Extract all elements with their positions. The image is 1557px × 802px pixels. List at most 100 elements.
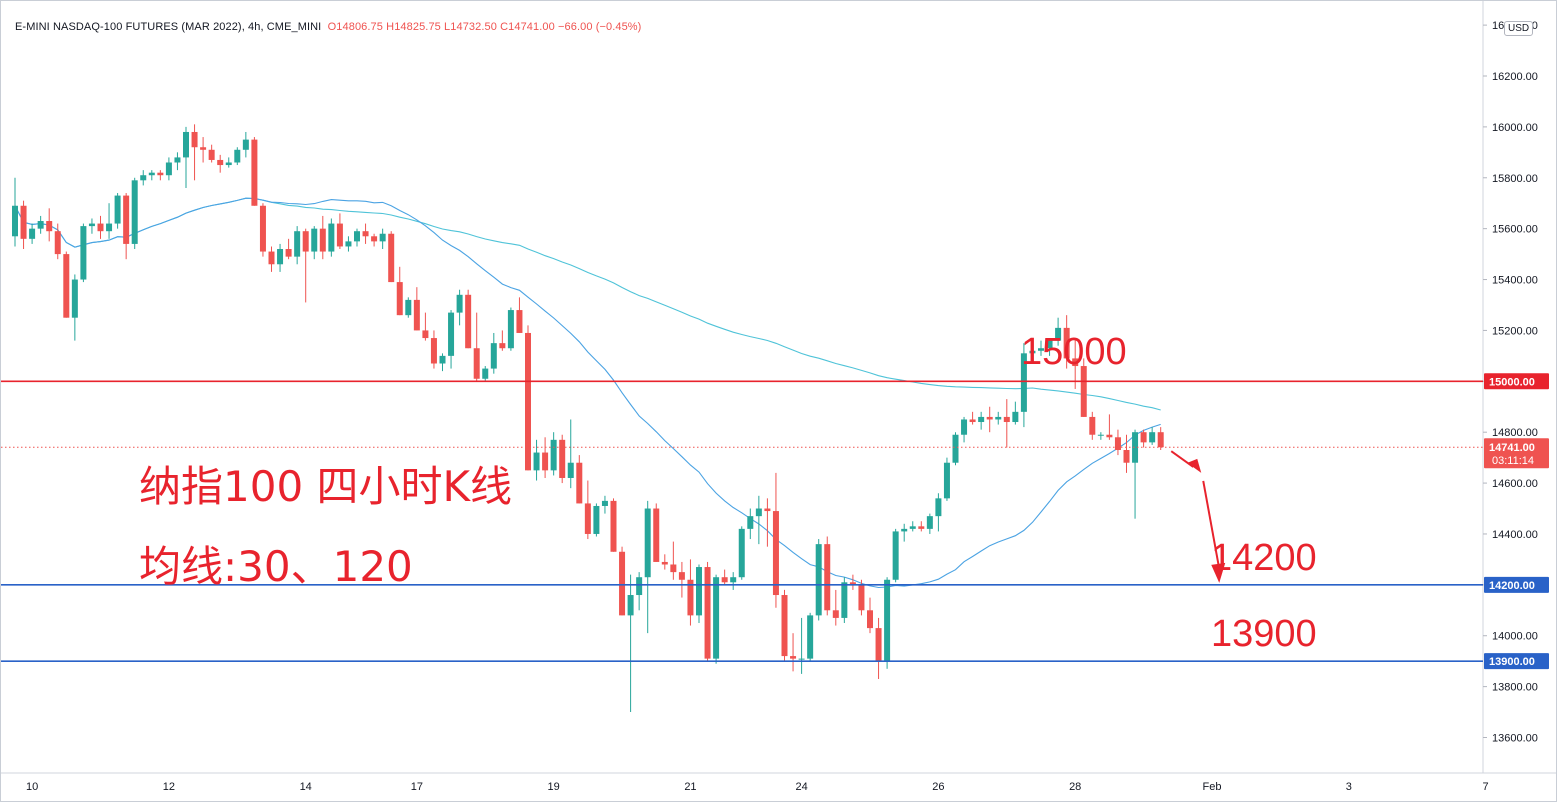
candle-body <box>1089 416 1096 435</box>
ohlc-low: L14732.50 <box>444 21 497 33</box>
candle-body <box>969 419 976 423</box>
candle-body <box>63 254 70 318</box>
candle-body <box>456 294 463 313</box>
candle-body <box>362 231 369 237</box>
time-tick-label: 7 <box>1483 781 1489 793</box>
candle-body <box>336 223 343 247</box>
projection-arrow-segment <box>1202 480 1221 570</box>
candle-body <box>422 330 429 339</box>
candle-body <box>473 348 480 379</box>
candle-body <box>328 223 335 252</box>
candle-body <box>71 279 78 318</box>
price-tick-label: 16000.00 <box>1492 122 1538 134</box>
candle-body <box>713 577 720 659</box>
candle-body <box>405 299 412 316</box>
candle-body <box>12 205 18 237</box>
candle-body <box>430 338 437 364</box>
ma30-line <box>14 197 1161 589</box>
candle-body <box>567 462 574 478</box>
ohlc-open: O14806.75 <box>327 21 383 33</box>
price-tick-label: 15600.00 <box>1492 224 1538 236</box>
candle-body <box>559 439 566 478</box>
candle-body <box>482 368 489 379</box>
candle-body <box>721 577 728 583</box>
candle-body <box>106 223 113 232</box>
candle-body <box>875 628 882 662</box>
price-tick-label: 14000.00 <box>1492 631 1538 643</box>
candle-body <box>926 516 933 529</box>
candle-body <box>747 516 754 529</box>
candle-body <box>849 582 856 585</box>
candle-body <box>730 577 737 583</box>
candle-body <box>661 561 668 565</box>
candle-body <box>20 205 27 239</box>
candle-body <box>935 498 942 517</box>
candle-body <box>490 343 497 369</box>
candle-body <box>97 223 104 232</box>
price-tick-label: 13800.00 <box>1492 682 1538 694</box>
candle-body <box>1046 340 1053 349</box>
candle-body <box>824 544 831 611</box>
projection-arrowhead <box>1211 562 1226 583</box>
last-price-value: 14741.00 <box>1489 442 1535 454</box>
candle-body <box>772 511 779 596</box>
candle-body <box>832 610 839 618</box>
price-tick-label: 14600.00 <box>1492 478 1538 490</box>
candle-body <box>208 149 215 160</box>
candle-body <box>815 544 822 616</box>
candle-body <box>234 149 241 163</box>
candle-body <box>157 172 164 176</box>
candle-body <box>379 233 386 242</box>
candle-body <box>533 452 540 471</box>
level-price-tag-label: 15000.00 <box>1489 376 1535 388</box>
currency-button[interactable]: USD <box>1504 21 1534 36</box>
candle-body <box>644 508 651 578</box>
candle-body <box>798 658 805 660</box>
candle-body <box>978 416 985 423</box>
candle-body <box>183 131 189 158</box>
candle-body <box>242 139 249 150</box>
price-tick-label: 16200.00 <box>1492 71 1538 83</box>
candle-body <box>302 231 309 252</box>
candle-body <box>499 343 506 349</box>
candle-body <box>678 572 685 580</box>
candle-body <box>696 567 702 616</box>
ohlc-close: C14741.00 <box>500 21 555 33</box>
candle-body <box>542 452 549 471</box>
candle-body <box>114 195 121 224</box>
price-tick-label: 14800.00 <box>1492 427 1538 439</box>
candle-body <box>704 567 711 659</box>
candle-body <box>285 249 292 257</box>
ohlc-high: H14825.75 <box>386 21 441 33</box>
candle-body <box>1029 350 1036 354</box>
time-tick-label: 21 <box>684 781 696 793</box>
level-label-14200: 14200 <box>1211 537 1317 579</box>
ma120-line <box>14 197 1161 411</box>
candle-body <box>807 615 814 659</box>
candle-body <box>1020 353 1027 412</box>
time-tick-label: 24 <box>795 781 807 793</box>
time-tick-label: Feb <box>1203 781 1222 793</box>
candle-body <box>841 582 848 618</box>
candle-body <box>1114 437 1121 451</box>
candle-body <box>371 236 378 242</box>
candle-body <box>790 656 797 659</box>
candle-body <box>1038 348 1044 351</box>
candle-body <box>593 505 600 534</box>
candle-body <box>294 231 301 257</box>
bar-countdown: 03:11:14 <box>1492 455 1534 467</box>
candle-body <box>687 579 694 616</box>
time-tick-label: 12 <box>163 781 175 793</box>
price-tick-label: 13600.00 <box>1492 733 1538 745</box>
candle-body <box>225 162 232 166</box>
candle-body <box>738 528 745 578</box>
candle-body <box>1003 416 1010 423</box>
price-tick-label: 15400.00 <box>1492 275 1538 287</box>
candle-body <box>909 526 916 529</box>
candle-body <box>413 299 420 331</box>
time-tick-label: 17 <box>411 781 423 793</box>
candle-body <box>311 228 318 252</box>
candle-body <box>1012 411 1019 423</box>
